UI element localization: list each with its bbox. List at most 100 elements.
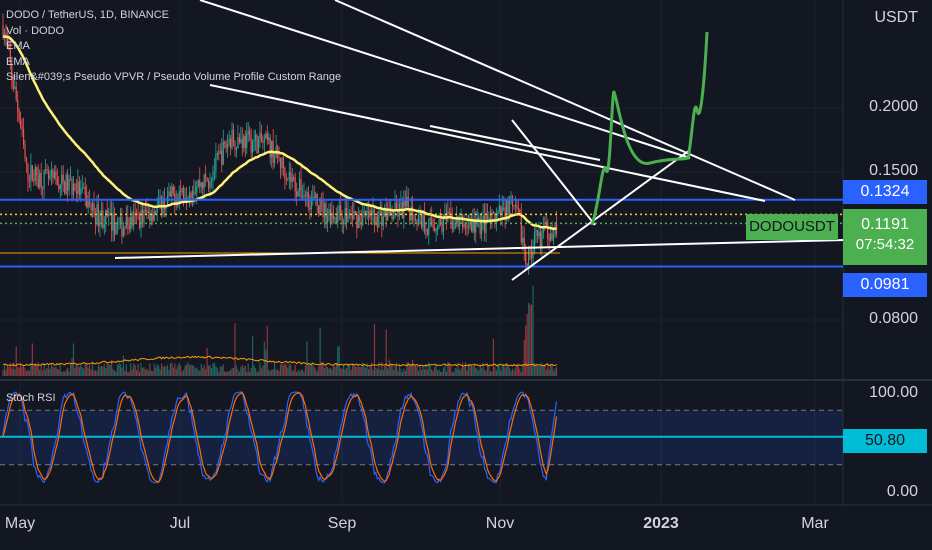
volume-bar xyxy=(379,370,381,376)
candle-body xyxy=(542,226,544,233)
volume-bar xyxy=(309,364,311,376)
candle-body xyxy=(243,135,245,149)
volume-bar xyxy=(219,366,221,376)
volume-bar xyxy=(77,365,79,376)
candle-body xyxy=(265,133,267,139)
candle-body xyxy=(150,213,152,222)
candle-body xyxy=(362,214,364,225)
volume-bar xyxy=(486,362,489,376)
candle-body xyxy=(459,217,461,227)
candle-body xyxy=(351,213,354,220)
candle-body xyxy=(240,139,242,143)
legend-symbol[interactable]: DODO / TetherUS, 1D, BINANCE xyxy=(6,9,170,21)
candle-body xyxy=(191,191,194,199)
volume-bar xyxy=(466,370,468,376)
candle-body xyxy=(112,213,114,231)
candle-body xyxy=(363,211,365,215)
candle-body xyxy=(42,187,44,189)
volume-bar xyxy=(539,364,541,376)
volume-bar xyxy=(252,336,254,376)
volume-bar xyxy=(550,364,552,376)
volume-bar xyxy=(49,368,51,376)
volume-bar xyxy=(287,367,289,376)
volume-bar xyxy=(409,365,411,376)
candle-body xyxy=(241,139,243,149)
candle-body xyxy=(118,222,120,224)
volume-bar xyxy=(312,364,314,376)
volume-bar xyxy=(8,366,10,376)
volume-bar xyxy=(42,370,44,376)
candle-body xyxy=(508,197,511,215)
legend-vpvr[interactable]: Silen&#039;s Pseudo VPVR / Pseudo Volume… xyxy=(6,71,342,83)
legend-ema-2[interactable]: EMA xyxy=(6,55,30,68)
candle-body xyxy=(262,141,264,143)
candle-body xyxy=(423,213,425,232)
volume-bar xyxy=(227,371,229,376)
volume-bar xyxy=(96,370,98,376)
candle-body xyxy=(115,225,117,235)
volume-bar xyxy=(479,364,481,376)
candle-body xyxy=(158,198,160,205)
candle-body xyxy=(407,196,409,209)
volume-bar xyxy=(337,346,339,376)
candle-body xyxy=(184,197,186,200)
volume-bar xyxy=(14,369,16,376)
candle-body xyxy=(332,212,334,219)
volume-bar xyxy=(544,364,546,376)
candle-body xyxy=(298,179,301,191)
volume-bar xyxy=(281,363,283,376)
volume-bar xyxy=(86,362,88,376)
volume-bar xyxy=(304,365,307,376)
candle-body xyxy=(67,174,69,191)
candle-body xyxy=(28,180,31,182)
volume-bar xyxy=(294,364,296,376)
volume-bar xyxy=(532,285,534,376)
stoch-rsi-label[interactable]: Stoch RSI xyxy=(6,392,56,404)
volume-bar xyxy=(489,371,492,376)
candle-body xyxy=(338,205,340,213)
volume-bar xyxy=(172,367,174,376)
volume-bar xyxy=(360,367,362,376)
legend-volume[interactable]: Vol · DODO xyxy=(6,24,65,37)
volume-bar xyxy=(387,368,389,376)
candle-body xyxy=(412,206,414,220)
candle-body xyxy=(69,179,72,181)
volume-bar xyxy=(535,363,537,376)
candle-body xyxy=(219,150,221,154)
candle-body xyxy=(180,191,182,193)
legend-ema-1[interactable]: EMA xyxy=(6,40,30,52)
candle-body xyxy=(392,217,395,219)
volume-bar xyxy=(442,367,445,376)
volume-bar xyxy=(171,362,173,376)
candle-body xyxy=(62,174,64,182)
symbol-price-label: DODOUSDT xyxy=(746,214,838,240)
volume-bar xyxy=(87,367,89,376)
candle-body xyxy=(425,229,427,232)
volume-bar xyxy=(318,366,320,376)
candle-body xyxy=(65,174,67,194)
candle-body xyxy=(9,49,11,64)
candle-body xyxy=(53,171,55,178)
volume-bar xyxy=(37,362,39,376)
volume-bar xyxy=(136,370,138,376)
candle-body xyxy=(49,175,51,179)
candle-body xyxy=(190,192,192,199)
candle-body xyxy=(6,37,9,46)
candle-body xyxy=(97,204,100,226)
volume-bar xyxy=(5,369,7,376)
volume-bar xyxy=(178,363,180,376)
volume-bar xyxy=(90,369,92,376)
candle-body xyxy=(526,264,528,267)
volume-bar xyxy=(131,369,133,376)
candle-body xyxy=(2,25,4,37)
volume-bar xyxy=(363,366,365,376)
candle-body xyxy=(422,213,424,227)
candle-body xyxy=(529,249,531,251)
candle-body xyxy=(103,224,105,228)
candle-body xyxy=(227,144,229,149)
candle-body xyxy=(343,221,345,224)
volume-bar xyxy=(319,327,321,376)
volume-bar xyxy=(119,363,122,376)
candle-body xyxy=(376,216,379,228)
